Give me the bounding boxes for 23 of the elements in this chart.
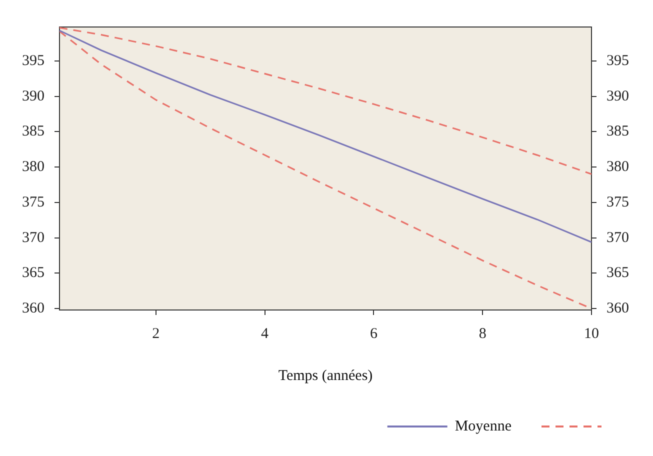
y-tick-label: 395 bbox=[22, 52, 44, 69]
y-tick-label: 360 bbox=[22, 300, 44, 317]
y2-tick-label: 390 bbox=[606, 88, 629, 104]
y2-tick-label: 380 bbox=[606, 159, 629, 176]
y2-tick-label: 360 bbox=[606, 300, 629, 317]
x-tick-label: 8 bbox=[478, 326, 486, 342]
x-tick-label: 4 bbox=[261, 326, 270, 342]
y-tick-label: 385 bbox=[22, 124, 44, 140]
x-tick-label: 6 bbox=[370, 326, 378, 342]
y2-tick-label: 375 bbox=[606, 194, 629, 210]
y2-tick-label: 385 bbox=[606, 124, 629, 140]
y2-tick-label: 395 bbox=[606, 52, 629, 69]
y-tick-label: 365 bbox=[22, 265, 44, 282]
y-tick-label: 390 bbox=[22, 88, 44, 104]
y-tick-label: 375 bbox=[22, 194, 44, 210]
legend-label: Moyenne bbox=[454, 418, 512, 434]
y-tick-label: 370 bbox=[22, 230, 44, 246]
y2-tick-label: 365 bbox=[606, 265, 629, 282]
y-tick-label: 380 bbox=[22, 159, 44, 176]
y2-tick-label: 370 bbox=[606, 230, 629, 246]
x-axis-title: Temps (années) bbox=[278, 368, 373, 384]
x-tick-label: 10 bbox=[584, 326, 599, 342]
x-tick-label: 2 bbox=[152, 326, 160, 342]
